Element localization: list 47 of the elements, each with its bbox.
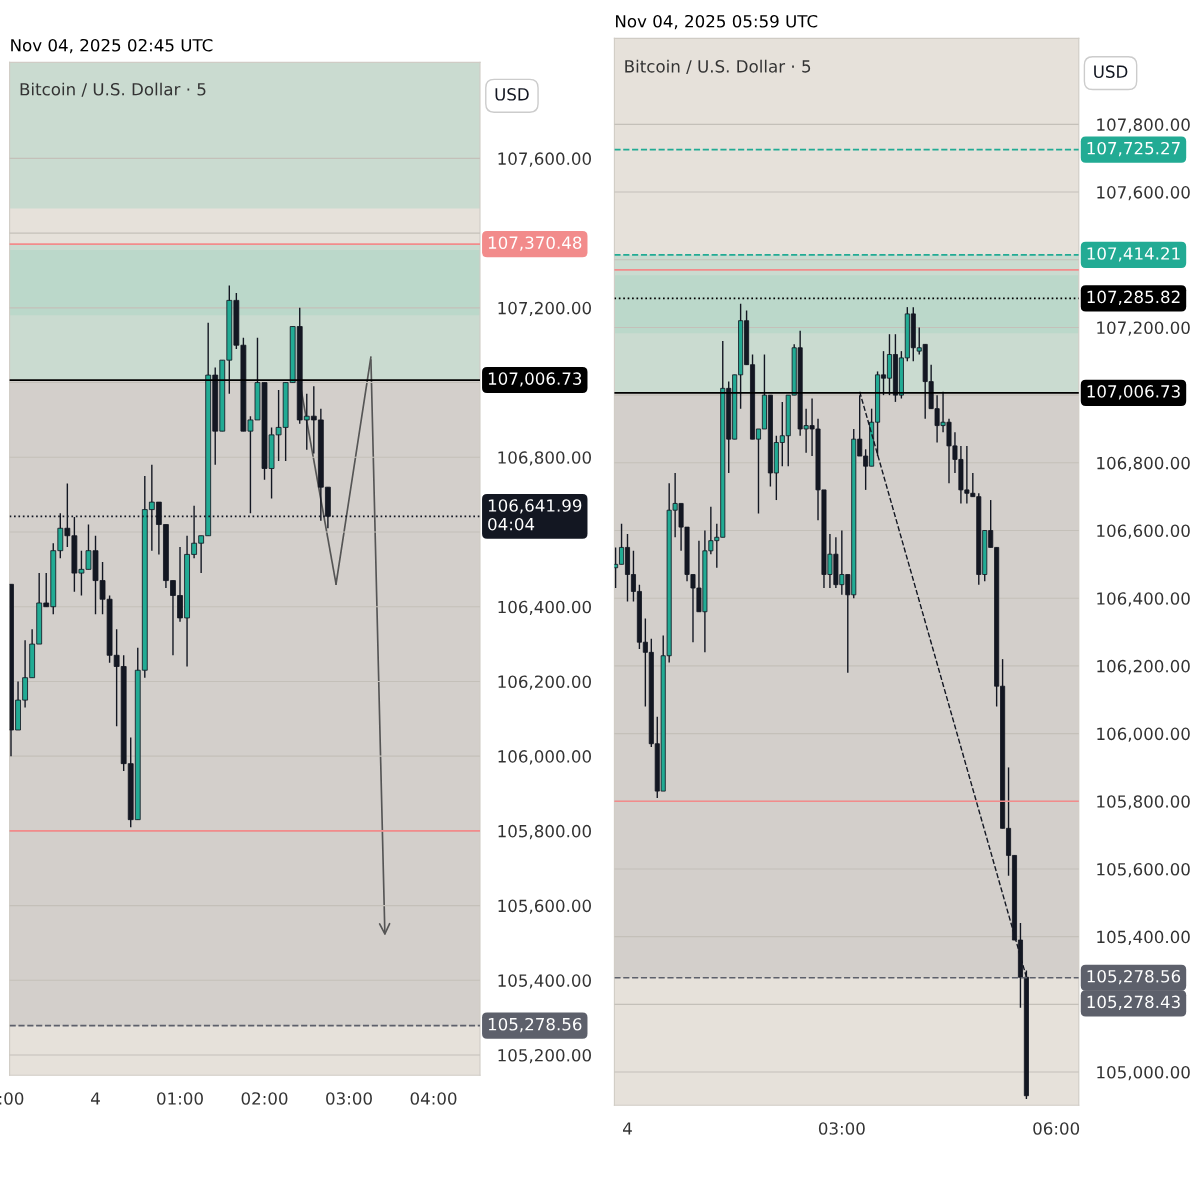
y-tick-label: 106,200.00 [1097,659,1190,675]
ref-line-label: 107,006.73 [488,372,582,387]
text: USD [1094,65,1128,78]
y-tick-label: 105,400.00 [1097,930,1190,945]
y-tick-label: 106,000.00 [1097,727,1190,742]
annotation: Bitcoin / U.S. Dollar · 5 [625,59,811,74]
x-tick-label: :00 [0,1092,24,1105]
x-tick-label: 06:00 [1033,1122,1080,1135]
y-tick-label: 105,400.00 [498,974,591,989]
y-tick-label: 106,600.00 [1097,524,1190,539]
annotation: Bitcoin / U.S. Dollar · 5 [20,82,206,97]
y-tick-label: 106,400.00 [1097,592,1190,607]
y-tick-label: 106,000.00 [498,750,591,765]
y-tick-label: 105,600.00 [498,899,591,914]
y-tick-label: 107,600.00 [1097,186,1190,201]
ref-line-label: 107,285.82 [1087,290,1180,305]
y-tick-label: 105,200.00 [498,1048,591,1064]
y-tick-label: 105,800.00 [1097,795,1190,810]
text: 105,278.43 [1087,995,1180,1010]
x-tick-label: 4 [623,1122,632,1135]
ref-line-label: 107,006.73 [1087,385,1180,400]
ref-line-label: 105,278.56 [1087,969,1181,985]
y-tick-label: 106,200.00 [498,675,591,690]
text: USD [495,88,529,101]
y-tick-label: 107,200.00 [498,301,591,317]
y-tick-label: 107,600.00 [498,152,591,167]
y-tick-label: 105,600.00 [1097,862,1190,878]
chart-title: Nov 04, 2025 02:45 UTC [11,38,213,54]
y-tick-label: 107,200.00 [1097,321,1190,336]
ref-line-label: 105,278.56 [488,1017,582,1033]
y-tick-label: 105,000.00 [1097,1065,1190,1081]
ref-line-label: 107,370.48 [488,236,582,251]
y-tick-label: 105,800.00 [498,824,591,840]
chart-title: Nov 04, 2025 05:59 UTC [616,14,818,30]
ref-line-label: 107,725.27 [1087,141,1180,157]
x-tick-label: 03:00 [326,1092,372,1105]
y-tick-label: 106,800.00 [498,451,591,466]
y-tick-label: 106,400.00 [498,600,591,615]
y-tick-label: 107,800.00 [1097,118,1190,133]
x-tick-label: 01:00 [157,1092,203,1105]
x-tick-label: 03:00 [818,1122,865,1135]
x-tick-label: 04:00 [410,1092,457,1105]
y-tick-label: 106,800.00 [1097,456,1190,472]
ref-line-label: 106,641.99 04:04 [488,499,582,531]
x-tick-label: 4 [91,1092,100,1105]
x-tick-label: 02:00 [241,1092,288,1105]
ref-line-label: 107,414.21 [1087,247,1180,262]
